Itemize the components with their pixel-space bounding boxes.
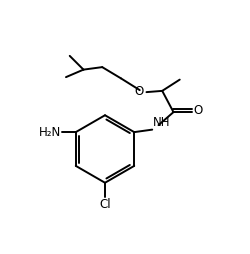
Text: O: O [194, 104, 203, 117]
Text: Cl: Cl [99, 198, 111, 212]
Text: O: O [134, 85, 143, 98]
Text: H₂N: H₂N [38, 126, 61, 139]
Text: NH: NH [153, 116, 171, 129]
